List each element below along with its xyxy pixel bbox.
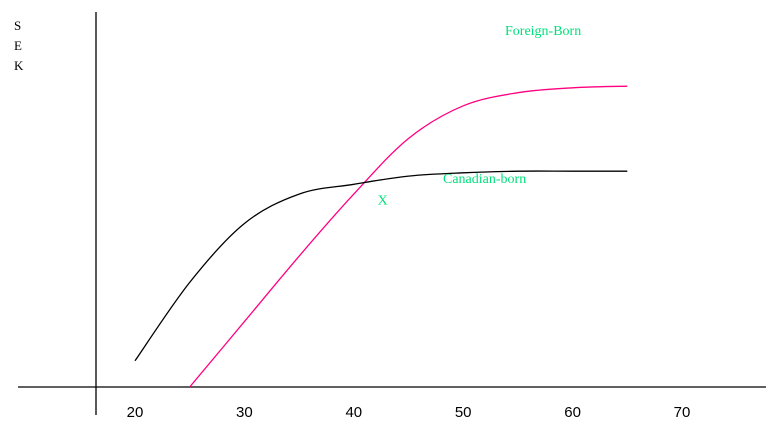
y-axis-label: SEK — [14, 18, 24, 73]
x-tick-label: 30 — [236, 404, 253, 421]
x-tick-label: 40 — [345, 404, 362, 421]
y-label-letter: S — [14, 18, 21, 33]
y-label-letter: E — [14, 38, 22, 53]
series-line-foreign-born — [189, 85, 628, 388]
series-label-canadian-born: Canadian-born — [443, 172, 526, 187]
intersection-annotation: X — [378, 193, 388, 208]
y-label-letter: K — [14, 58, 24, 73]
x-tick-label: 60 — [564, 404, 581, 421]
x-tick-labels: 20 30 40 50 60 70 — [127, 404, 691, 421]
x-tick-label: 70 — [674, 404, 691, 421]
series-lines — [134, 85, 628, 388]
x-tick-label: 20 — [127, 404, 144, 421]
series-line-canadian-born — [134, 170, 628, 362]
series-label-foreign-born: Foreign-Born — [505, 24, 581, 39]
x-tick-label: 50 — [455, 404, 472, 421]
